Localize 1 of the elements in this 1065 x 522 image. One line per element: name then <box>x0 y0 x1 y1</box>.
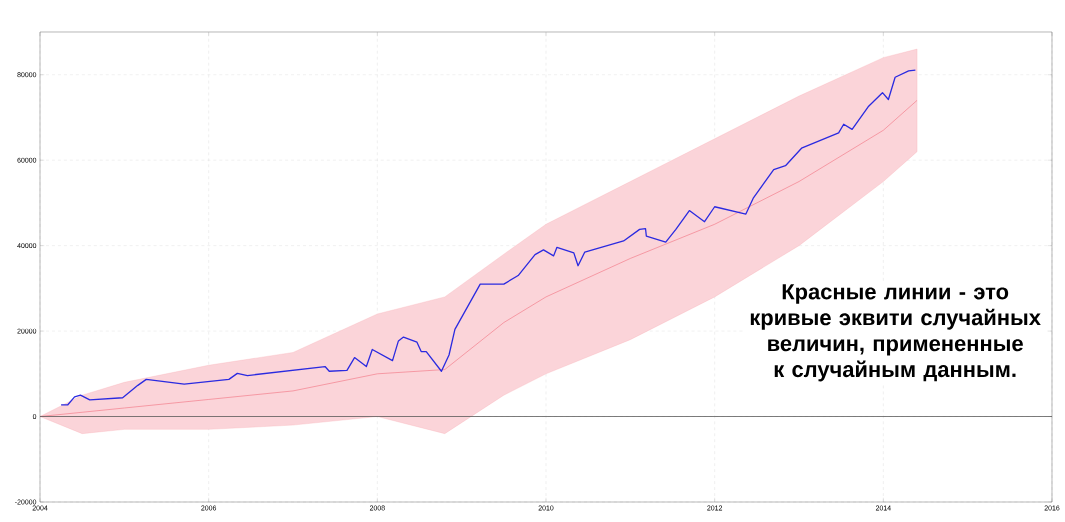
annotation: Красные линии - это кривые эквити случайных величин, примененные к случайным данным. <box>750 284 1041 382</box>
